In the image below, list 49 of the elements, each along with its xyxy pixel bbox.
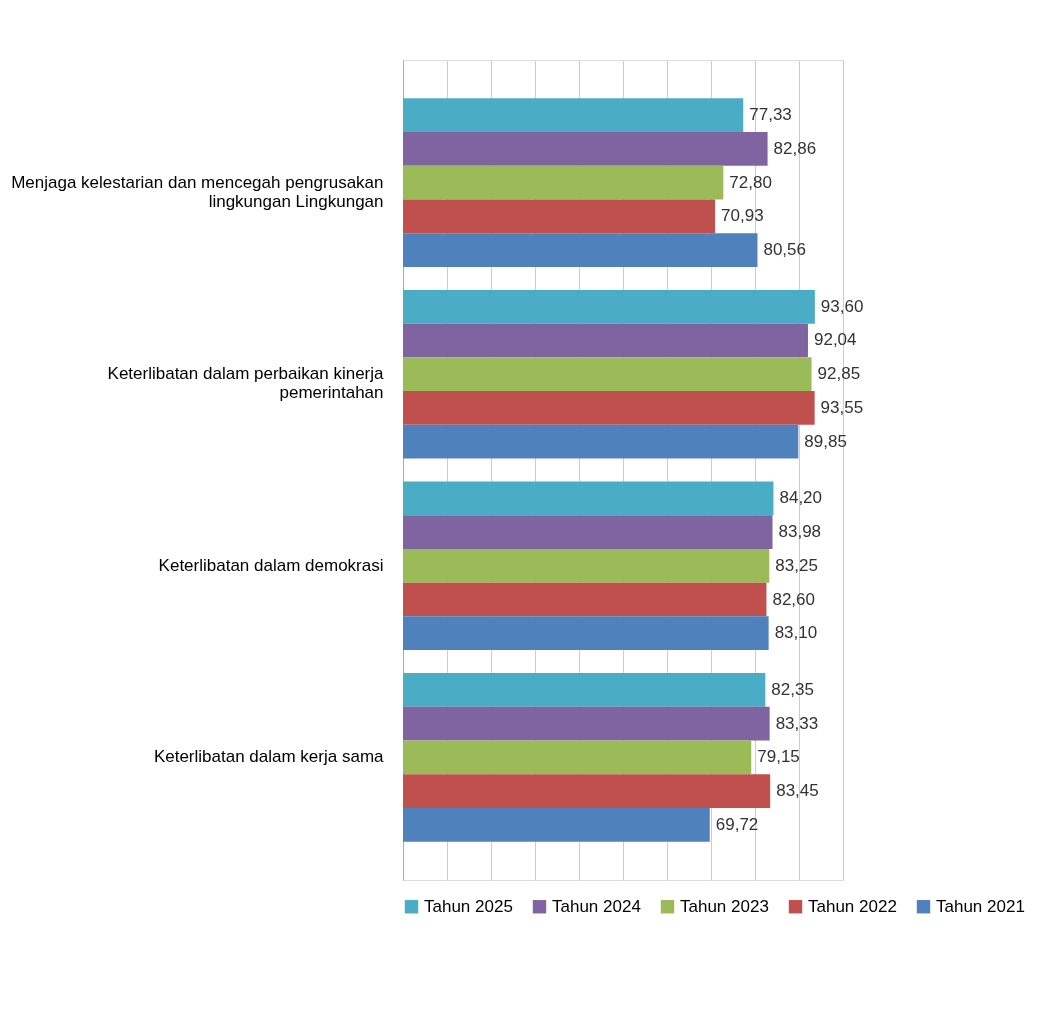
data-label: 83,10 [774, 623, 818, 643]
bar [403, 357, 812, 392]
data-label: 70,93 [721, 206, 764, 226]
bar [403, 740, 752, 775]
bar [403, 132, 768, 166]
data-label: 69,72 [715, 814, 759, 834]
bar [403, 481, 774, 516]
legend-label: Tahun 2022 [808, 896, 897, 916]
bar [403, 391, 815, 425]
bar [403, 515, 773, 549]
data-label: 93,55 [820, 397, 864, 417]
legend-label: Tahun 2021 [936, 896, 1025, 916]
data-label: 84,20 [779, 488, 823, 508]
y-tick-label: Menjaga kelestarian dan mencegah pengrusakan lingkungan Lingkungan [11, 172, 384, 211]
bar [403, 424, 799, 459]
legend-label: Tahun 2025 [424, 896, 513, 916]
data-label: 82,86 [773, 138, 817, 158]
bar [403, 199, 716, 234]
bar [403, 289, 815, 324]
data-label: 83,45 [776, 781, 819, 801]
data-label: 93,60 [820, 296, 864, 316]
bar [403, 706, 770, 741]
legend-label: Tahun 2024 [552, 896, 641, 916]
bar [403, 616, 769, 651]
y-tick-label: Keterlibatan dalam kerja sama [153, 747, 385, 767]
data-label: 82,60 [772, 589, 815, 609]
bar [403, 98, 744, 133]
bar [403, 807, 710, 842]
bar [403, 165, 724, 200]
legend-label: Tahun 2023 [680, 896, 769, 916]
bar [403, 233, 758, 267]
data-label: 83,98 [778, 522, 822, 542]
y-tick-label: Keterlibatan dalam perbaikan kinerja pemerintahan [107, 364, 385, 403]
data-label: 72,80 [729, 172, 772, 192]
bar [403, 323, 808, 358]
data-label: 92,85 [817, 364, 861, 384]
data-label: 77,33 [749, 105, 792, 125]
bar [403, 673, 766, 707]
bar [403, 582, 767, 617]
data-label: 82,35 [771, 679, 814, 699]
data-label: 80,56 [763, 240, 807, 260]
y-tick-label: Keterlibatan dalam demokrasi [158, 555, 384, 575]
data-label: 83,25 [775, 555, 818, 575]
bar [403, 548, 770, 583]
data-label: 89,85 [804, 431, 847, 451]
bar [403, 774, 771, 808]
data-label: 83,33 [775, 713, 819, 733]
data-label: 92,04 [813, 330, 857, 350]
data-label: 79,15 [757, 747, 800, 767]
